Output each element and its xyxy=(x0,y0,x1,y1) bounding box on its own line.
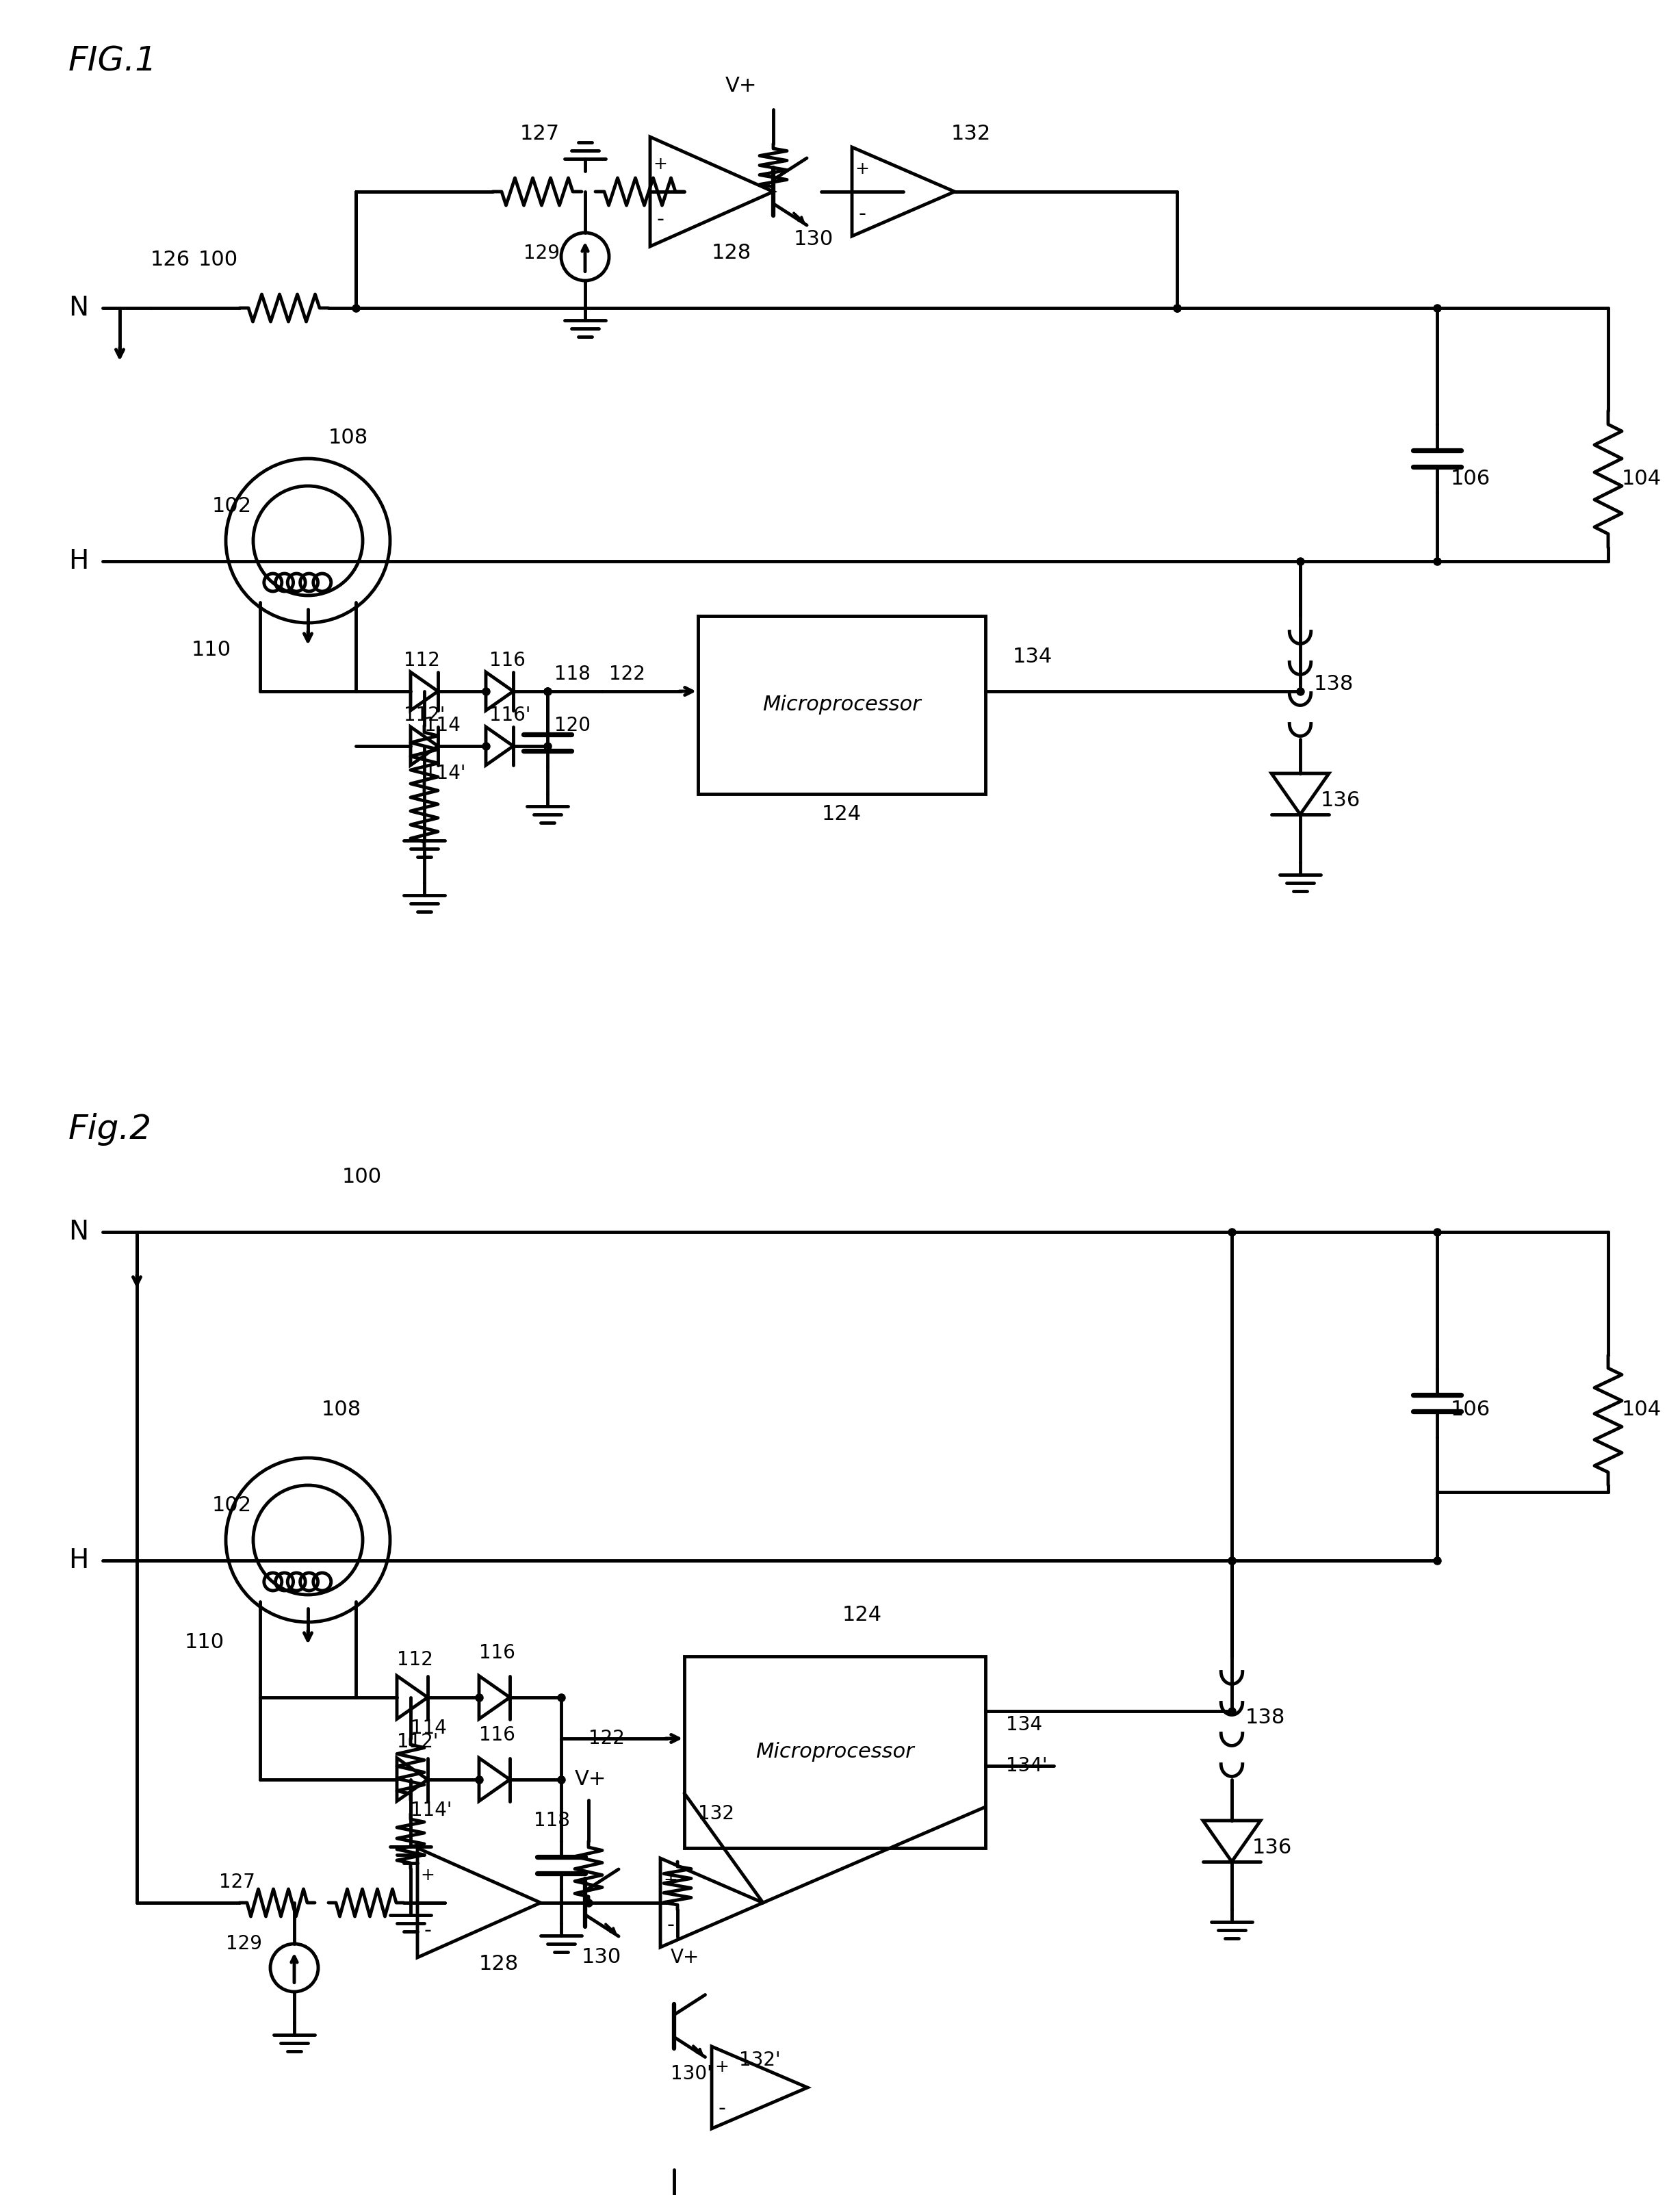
Text: V+: V+ xyxy=(575,1769,606,1789)
Text: Microprocessor: Microprocessor xyxy=(756,1743,914,1763)
Text: -: - xyxy=(657,209,664,228)
Text: 118: 118 xyxy=(554,665,590,685)
Text: 134': 134' xyxy=(1006,1756,1047,1776)
Text: V+: V+ xyxy=(726,75,758,94)
Text: 112: 112 xyxy=(396,1651,433,1670)
Text: 106: 106 xyxy=(1452,470,1490,489)
Text: +: + xyxy=(654,156,667,173)
Text: V+: V+ xyxy=(670,1947,699,1967)
Text: 106: 106 xyxy=(1452,1400,1490,1420)
Text: 108: 108 xyxy=(321,1400,361,1420)
Text: 112': 112' xyxy=(403,705,445,724)
Text: Microprocessor: Microprocessor xyxy=(763,696,921,716)
Text: -: - xyxy=(717,2098,726,2118)
Text: 102: 102 xyxy=(212,496,252,516)
Text: +: + xyxy=(420,1868,435,1883)
Text: 136: 136 xyxy=(1320,790,1361,810)
Text: 100: 100 xyxy=(343,1168,381,1187)
Text: 116: 116 xyxy=(479,1644,516,1662)
Text: 122: 122 xyxy=(610,665,645,685)
Text: 120: 120 xyxy=(554,716,591,735)
Text: 112': 112' xyxy=(396,1732,438,1752)
Text: 100: 100 xyxy=(198,250,239,270)
Text: H: H xyxy=(69,549,89,575)
Text: 124: 124 xyxy=(842,1605,882,1624)
Text: 127: 127 xyxy=(218,1872,255,1892)
Text: +: + xyxy=(855,160,869,178)
Text: 104: 104 xyxy=(1621,470,1662,489)
Text: N: N xyxy=(69,1218,89,1245)
Text: -: - xyxy=(423,1921,432,1940)
Text: 138: 138 xyxy=(1245,1708,1285,1727)
Text: 118: 118 xyxy=(534,1811,570,1831)
Text: 122: 122 xyxy=(588,1730,625,1747)
Text: 134: 134 xyxy=(1006,1714,1042,1734)
Text: 110: 110 xyxy=(185,1633,225,1653)
Text: 114: 114 xyxy=(425,716,460,735)
Text: +: + xyxy=(714,2059,729,2074)
Text: 116': 116' xyxy=(489,705,531,724)
Text: 126: 126 xyxy=(151,250,190,270)
Text: 116: 116 xyxy=(479,1725,516,1745)
Text: 130': 130' xyxy=(670,2063,712,2083)
Text: -: - xyxy=(858,204,865,224)
Text: 134: 134 xyxy=(1013,648,1053,667)
Bar xyxy=(697,617,986,795)
Text: 110: 110 xyxy=(192,641,232,661)
Text: 116: 116 xyxy=(489,652,526,669)
Text: 132: 132 xyxy=(951,123,991,143)
Text: 129: 129 xyxy=(225,1934,262,1954)
Text: 108: 108 xyxy=(329,428,368,448)
Text: 114': 114' xyxy=(410,1800,452,1820)
Text: 114: 114 xyxy=(410,1719,447,1738)
Text: 124: 124 xyxy=(822,806,862,825)
Text: FIG.1: FIG.1 xyxy=(69,46,158,79)
Text: 127: 127 xyxy=(521,123,559,143)
Text: H: H xyxy=(69,1547,89,1574)
Text: 112: 112 xyxy=(403,652,440,669)
Text: 132: 132 xyxy=(697,1804,734,1824)
Text: 132': 132' xyxy=(739,2050,781,2070)
Bar xyxy=(684,1657,986,1848)
Text: 114': 114' xyxy=(425,764,465,784)
Text: 138: 138 xyxy=(1314,674,1354,694)
Text: 130: 130 xyxy=(795,230,833,250)
Text: 102: 102 xyxy=(212,1495,252,1517)
Text: 130: 130 xyxy=(581,1947,622,1967)
Text: 128: 128 xyxy=(712,244,751,263)
Text: 129: 129 xyxy=(524,244,559,263)
Text: Fig.2: Fig.2 xyxy=(69,1113,151,1146)
Text: +: + xyxy=(664,1872,677,1888)
Text: 128: 128 xyxy=(479,1954,519,1973)
Text: -: - xyxy=(667,1914,674,1936)
Text: 136: 136 xyxy=(1252,1837,1292,1857)
Text: N: N xyxy=(69,294,89,320)
Text: 104: 104 xyxy=(1621,1400,1662,1420)
